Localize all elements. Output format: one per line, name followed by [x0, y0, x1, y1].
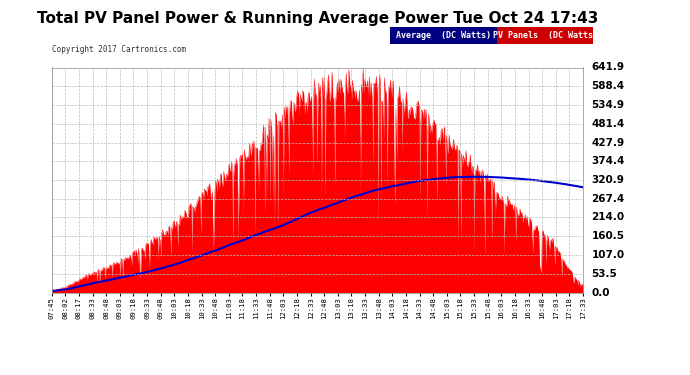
Text: 588.4: 588.4 [591, 81, 624, 91]
Text: 267.4: 267.4 [591, 194, 624, 204]
Text: Average  (DC Watts): Average (DC Watts) [396, 31, 491, 40]
Text: 374.4: 374.4 [591, 156, 624, 166]
Text: 427.9: 427.9 [591, 138, 624, 147]
Text: 481.4: 481.4 [591, 119, 624, 129]
Text: Total PV Panel Power & Running Average Power Tue Oct 24 17:43: Total PV Panel Power & Running Average P… [37, 11, 598, 26]
Text: 641.9: 641.9 [591, 63, 624, 72]
Text: 534.9: 534.9 [591, 100, 624, 110]
Text: 320.9: 320.9 [591, 175, 624, 185]
Text: PV Panels  (DC Watts): PV Panels (DC Watts) [493, 31, 598, 40]
Text: 0.0: 0.0 [591, 288, 610, 297]
Text: 107.0: 107.0 [591, 250, 624, 260]
Text: 214.0: 214.0 [591, 213, 624, 222]
Text: Copyright 2017 Cartronics.com: Copyright 2017 Cartronics.com [52, 45, 186, 54]
Text: 53.5: 53.5 [591, 269, 617, 279]
Text: 160.5: 160.5 [591, 231, 624, 241]
